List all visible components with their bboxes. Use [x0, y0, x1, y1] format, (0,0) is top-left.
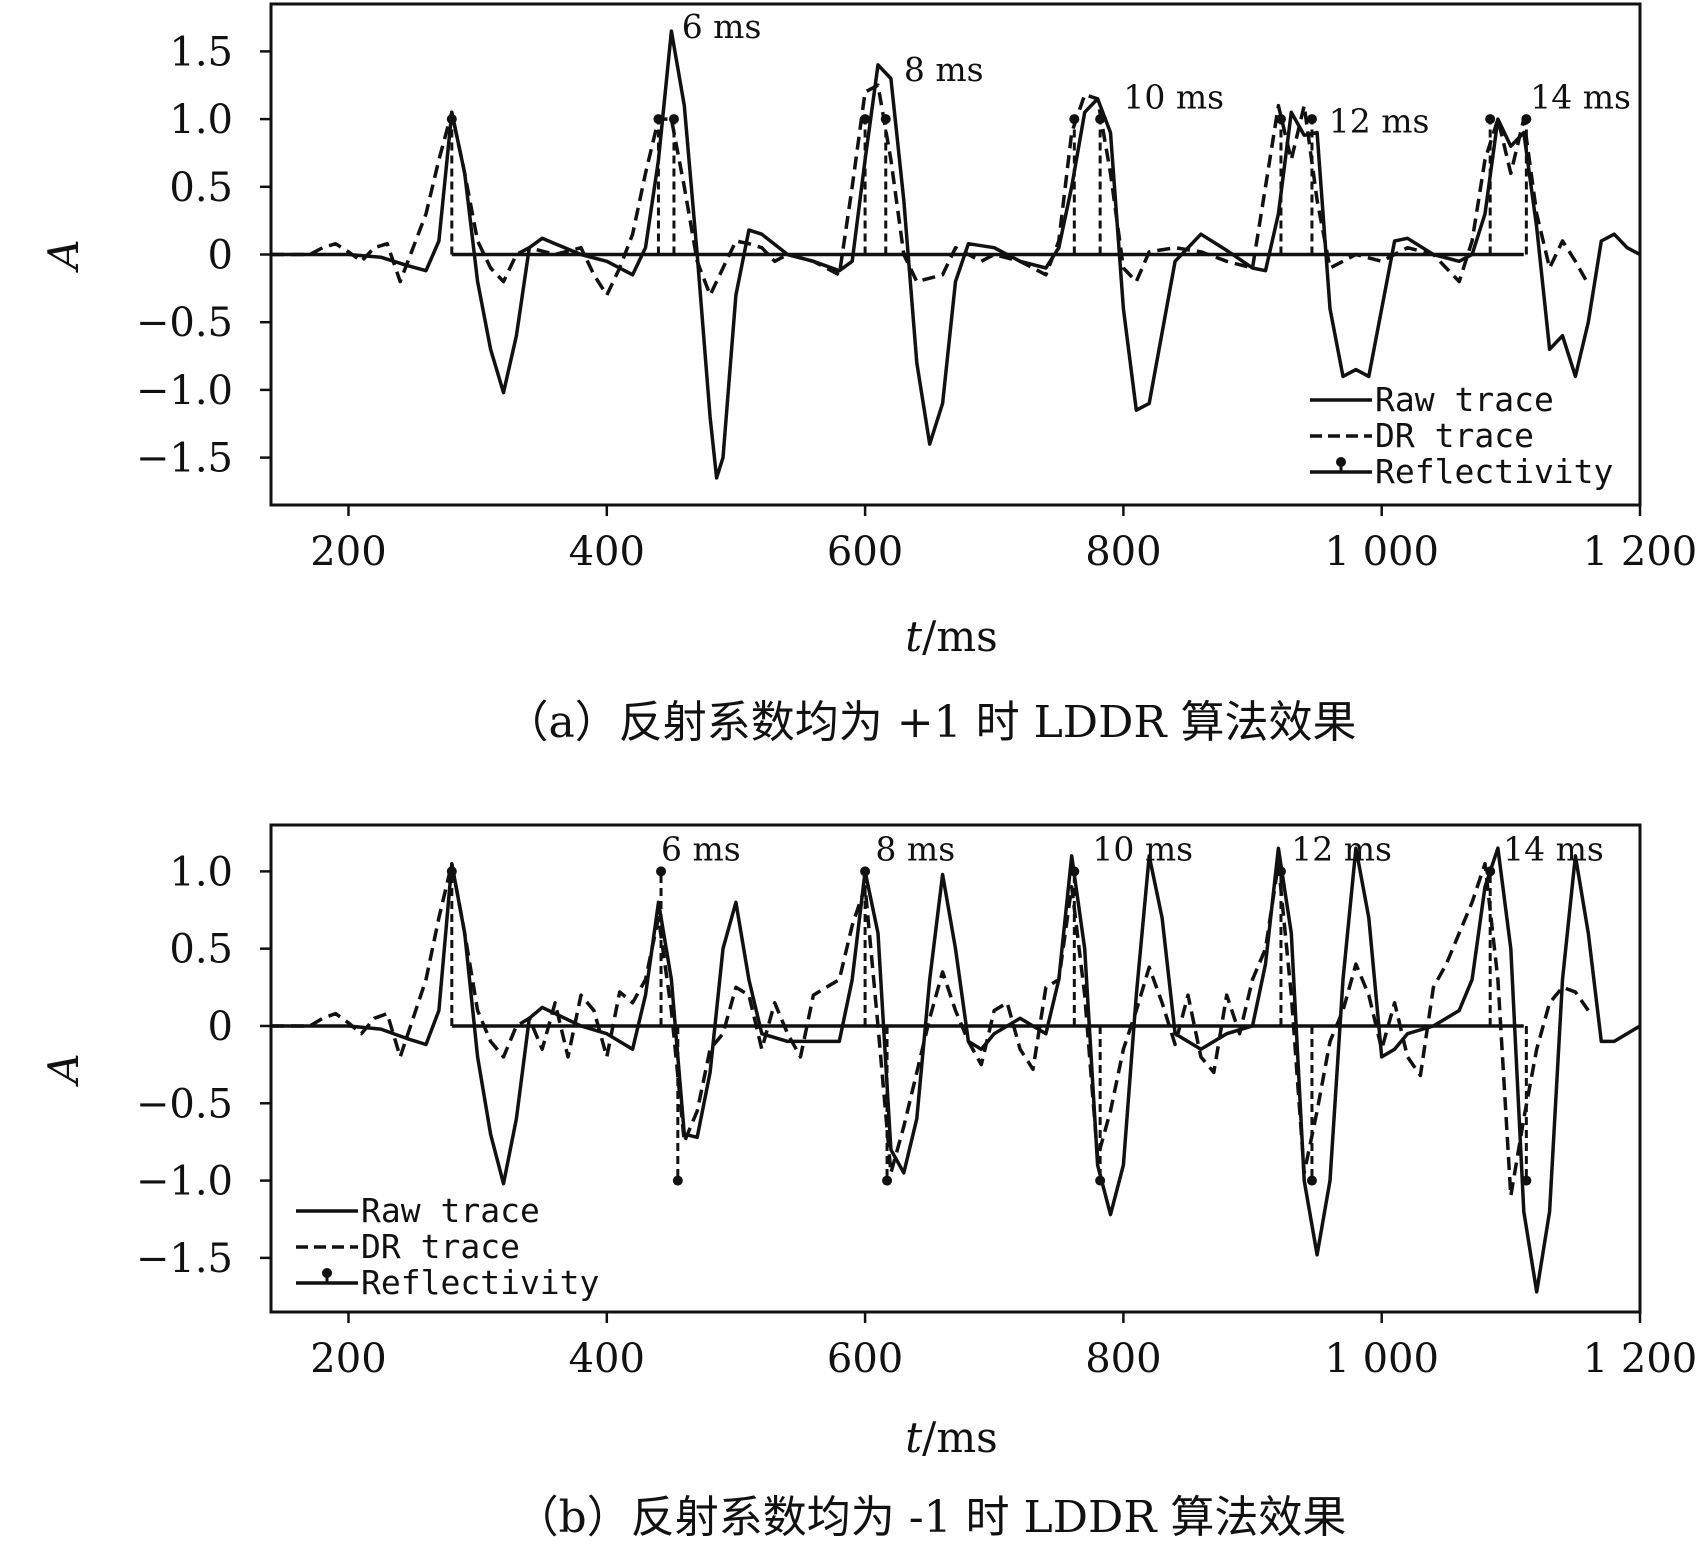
interval-annotation: 8 ms — [904, 50, 984, 89]
x-tick-label: 1 200 — [1583, 1336, 1696, 1382]
x-axis-variable: t — [905, 612, 922, 661]
dr-trace-line — [271, 83, 1590, 297]
reflectivity-marker — [1485, 114, 1496, 125]
legend-label: DR trace — [361, 1227, 520, 1266]
x-axis-label: t/ms — [905, 1413, 997, 1462]
reflectivity-marker — [656, 866, 667, 877]
legend-label: Raw trace — [361, 1191, 540, 1230]
reflectivity-marker — [1306, 114, 1317, 125]
y-tick-label: 0.5 — [169, 165, 233, 211]
y-tick-label: 1.0 — [169, 849, 233, 895]
interval-annotation: 12 ms — [1291, 830, 1392, 869]
dr-trace-line — [271, 861, 1590, 1198]
y-tick-label: −1.5 — [136, 436, 233, 482]
x-tick-label: 800 — [1085, 529, 1161, 575]
reflectivity-marker — [1275, 114, 1286, 125]
x-tick-label: 200 — [310, 529, 386, 575]
x-tick-label: 800 — [1085, 1336, 1161, 1382]
y-tick-label: 0 — [208, 1004, 233, 1050]
x-tick-label: 1 000 — [1324, 529, 1439, 575]
x-tick-label: 1 200 — [1583, 529, 1696, 575]
legend-label: DR trace — [1375, 416, 1534, 455]
plot-frame — [269, 823, 1642, 1314]
legend-marker-dot — [1336, 457, 1346, 467]
x-tick-label: 400 — [569, 529, 645, 575]
y-tick-label: 0.5 — [169, 927, 233, 973]
panel-b: 200 400 600 800 1 000 1 200 1.0 0.5 0 −0.5 −1.0 −1.… — [39, 823, 1696, 1543]
x-tick-label: 600 — [827, 529, 903, 575]
y-tick-label: −0.5 — [136, 300, 233, 346]
interval-annotation: 14 ms — [1530, 77, 1631, 116]
x-tick-label: 1 000 — [1324, 1336, 1439, 1382]
x-axis-variable: t — [905, 1413, 922, 1462]
figure-caption: （a）反射系数均为 +1 时 LDDR 算法效果 — [505, 697, 1357, 748]
interval-annotation: 6 ms — [682, 7, 762, 46]
raw-trace-line — [271, 29, 1641, 480]
y-tick-label: 1.0 — [169, 97, 233, 143]
x-axis-unit: /ms — [922, 1413, 998, 1462]
legend-label: Reflectivity — [1375, 452, 1613, 491]
legend-marker-dot — [322, 1268, 332, 1278]
y-tick-label: −1.5 — [136, 1236, 233, 1282]
legend-label: Raw trace — [1375, 380, 1554, 419]
legend-label: Reflectivity — [361, 1263, 599, 1302]
reflectivity-marker — [882, 1175, 893, 1186]
interval-annotation: 14 ms — [1503, 830, 1604, 869]
y-axis-label: A — [39, 1053, 88, 1087]
x-tick-label: 200 — [310, 1336, 386, 1382]
x-axis-label: t/ms — [905, 612, 997, 661]
x-tick-label: 600 — [827, 1336, 903, 1382]
x-axis-unit: /ms — [922, 612, 998, 661]
y-tick-label: −0.5 — [136, 1081, 233, 1127]
y-axis-label: A — [39, 239, 88, 273]
y-tick-label: 1.5 — [169, 29, 233, 75]
reflectivity-marker — [672, 1175, 683, 1186]
panel-a: 200 400 600 800 1 000 1 200 1.5 1.0 0.5 0 −0.5 −1.0… — [39, 2, 1696, 748]
y-tick-label: −1.0 — [136, 1159, 233, 1205]
interval-annotation: 10 ms — [1092, 830, 1193, 869]
x-tick-label: 400 — [569, 1336, 645, 1382]
interval-annotation: 10 ms — [1123, 77, 1224, 116]
y-tick-label: −1.0 — [136, 368, 233, 414]
figure-caption: （b）反射系数均为 -1 时 LDDR 算法效果 — [515, 1492, 1347, 1543]
interval-annotation: 8 ms — [875, 830, 955, 869]
interval-annotation: 6 ms — [661, 830, 741, 869]
reflectivity-marker — [668, 114, 679, 125]
interval-annotation: 12 ms — [1329, 102, 1430, 141]
reflectivity-marker — [1306, 1175, 1317, 1186]
raw-trace-line — [271, 846, 1641, 1294]
y-tick-label: 0 — [208, 233, 233, 279]
